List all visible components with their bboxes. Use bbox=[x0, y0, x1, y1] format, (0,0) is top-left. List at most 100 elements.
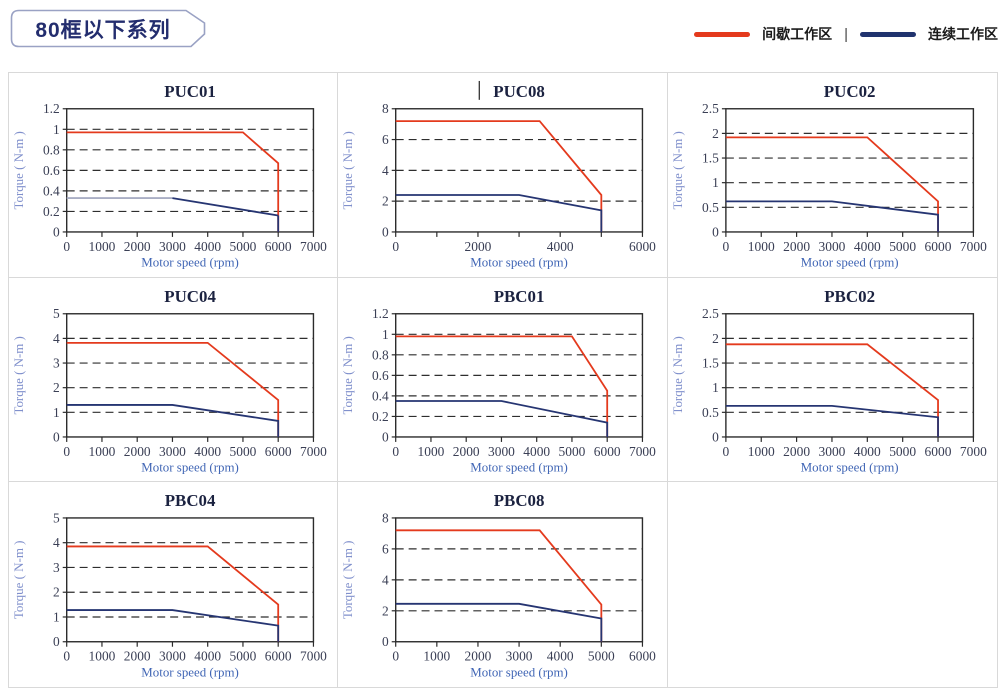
x-tick-label: 0 bbox=[63, 239, 70, 254]
legend-label-continuous: 连续工作区 bbox=[928, 26, 998, 42]
y-tick-label: 1.2 bbox=[372, 306, 389, 321]
y-tick-label: 1 bbox=[53, 610, 60, 625]
series-line-intermittent bbox=[66, 131, 280, 232]
y-tick-label: 2 bbox=[712, 331, 719, 346]
x-tick-label: 6000 bbox=[265, 239, 292, 254]
x-tick-label: 6000 bbox=[265, 649, 292, 664]
x-tick-label: 2000 bbox=[783, 239, 810, 254]
y-tick-label: 0 bbox=[382, 429, 389, 444]
x-tick-label: 5000 bbox=[230, 239, 257, 254]
x-tick-label: 5000 bbox=[230, 649, 257, 664]
y-tick-label: 2 bbox=[712, 126, 719, 141]
y-tick-label: 4 bbox=[382, 573, 389, 588]
y-tick-label: 6 bbox=[382, 542, 389, 557]
series-line-intermittent bbox=[66, 341, 280, 437]
x-tick-label: 3000 bbox=[159, 239, 186, 254]
chart-pbc01: PBC01 0 0.2 0.4 0.6 0.8 1 1.2 0 1000 2000 3000 4000 5… bbox=[340, 287, 656, 475]
chart-cell-puc02: PUC02 0 0.5 1 1.5 2 2.5 0 1000 2000 3000 4000 5000 60… bbox=[667, 73, 997, 278]
x-tick-label: 3000 bbox=[159, 649, 186, 664]
chart-pbc04: PBC04 0 1 2 3 4 5 0 1000 2000 3000 4000 5000 6000 7000… bbox=[11, 491, 327, 680]
x-tick-label: 7000 bbox=[629, 444, 656, 459]
x-tick-label: 1000 bbox=[747, 239, 774, 254]
y-tick-label: 1.2 bbox=[43, 101, 60, 116]
chart-cell-pbc04: PBC04 0 1 2 3 4 5 0 1000 2000 3000 4000 5000 6000 7000… bbox=[9, 482, 339, 687]
y-tick-label: 0.6 bbox=[43, 163, 60, 178]
x-tick-label: 4000 bbox=[194, 444, 221, 459]
x-tick-label: 5000 bbox=[230, 444, 257, 459]
series-line-intermittent bbox=[66, 545, 280, 643]
x-axis-label: Motor speed (rpm) bbox=[141, 255, 239, 270]
x-tick-label: 0 bbox=[393, 239, 400, 254]
x-tick-label: 0 bbox=[722, 444, 729, 459]
chart-cell-pbc01: PBC01 0 0.2 0.4 0.6 0.8 1 1.2 0 1000 2000 3000 4000 5… bbox=[338, 277, 668, 483]
y-tick-label: 1 bbox=[712, 175, 719, 190]
chart-cell-pbc02: PBC02 0 0.5 1 1.5 2 2.5 0 1000 2000 3000 4000 5000 60… bbox=[667, 278, 997, 483]
chart-puc08: PUC08 0 2 4 6 8 0 2000 4000 6000 Motor speed (rpm)… bbox=[340, 80, 656, 270]
x-tick-label: 7000 bbox=[300, 444, 327, 459]
y-axis-label: Torque ( N-m ) bbox=[670, 131, 685, 209]
x-tick-label: 7000 bbox=[300, 649, 327, 664]
series-line-continuous bbox=[66, 609, 280, 643]
y-tick-label: 8 bbox=[382, 101, 389, 116]
y-tick-label: 0.6 bbox=[372, 368, 389, 383]
plot-border bbox=[66, 517, 315, 643]
x-tick-label: 1000 bbox=[89, 444, 116, 459]
x-tick-label: 0 bbox=[63, 649, 70, 664]
y-tick-label: 0 bbox=[712, 224, 719, 239]
y-tick-label: 6 bbox=[382, 132, 389, 147]
y-axis-label: Torque ( N-m ) bbox=[11, 131, 26, 209]
plot-border bbox=[66, 108, 315, 233]
y-axis-label: Torque ( N-m ) bbox=[340, 131, 355, 209]
y-axis-label: Torque ( N-m ) bbox=[11, 336, 26, 414]
y-tick-label: 5 bbox=[53, 306, 60, 321]
y-tick-label: 2.5 bbox=[702, 306, 719, 321]
x-tick-label: 1000 bbox=[89, 239, 116, 254]
x-tick-label: 3000 bbox=[818, 444, 845, 459]
y-tick-label: 3 bbox=[53, 560, 60, 575]
x-tick-label: 0 bbox=[63, 444, 70, 459]
y-tick-label: 4 bbox=[53, 331, 60, 346]
x-tick-label: 6000 bbox=[629, 239, 656, 254]
x-tick-label: 1000 bbox=[424, 649, 451, 664]
y-tick-label: 0.4 bbox=[43, 183, 60, 198]
x-tick-label: 0 bbox=[722, 239, 729, 254]
x-tick-label: 3000 bbox=[818, 239, 845, 254]
x-tick-label: 5000 bbox=[559, 444, 586, 459]
chart-puc02: PUC02 0 0.5 1 1.5 2 2.5 0 1000 2000 3000 4000 5000 60… bbox=[670, 82, 987, 270]
y-tick-label: 0 bbox=[382, 635, 389, 650]
series-line-intermittent bbox=[396, 120, 603, 232]
chart-pbc08: PBC08 0 2 4 6 8 0 1000 2000 3000 4000 5000 6000 Motor… bbox=[340, 491, 656, 680]
y-tick-label: 0.2 bbox=[43, 204, 60, 219]
series-badge-outline bbox=[10, 9, 206, 48]
x-tick-label: 1000 bbox=[418, 444, 445, 459]
x-tick-label: 7000 bbox=[960, 239, 987, 254]
x-tick-label: 0 bbox=[393, 649, 400, 664]
chart-cell-pbc08: PBC08 0 2 4 6 8 0 1000 2000 3000 4000 5000 6000 Motor… bbox=[338, 482, 668, 687]
x-tick-label: 0 bbox=[393, 444, 400, 459]
series-line-intermittent bbox=[725, 136, 939, 232]
x-tick-label: 5000 bbox=[588, 649, 615, 664]
chart-title: PBC08 bbox=[494, 491, 545, 510]
x-tick-label: 3000 bbox=[488, 444, 515, 459]
chart-puc01: PUC01 0 0.2 0.4 0.6 0.8 1 1.2 0 1000 2000 3000 4000 5… bbox=[11, 82, 327, 270]
chart-title: PBC02 bbox=[824, 287, 875, 306]
chart-title: PBC04 bbox=[165, 491, 216, 510]
plot-border bbox=[724, 312, 974, 438]
series-badge-label: 80框以下系列 bbox=[35, 18, 171, 42]
y-tick-label: 0 bbox=[53, 429, 60, 444]
y-axis-label: Torque ( N-m ) bbox=[670, 336, 685, 414]
y-axis-label: Torque ( N-m ) bbox=[340, 336, 355, 414]
y-tick-label: 1 bbox=[53, 122, 60, 137]
series-line-continuous bbox=[725, 200, 939, 232]
y-tick-label: 2 bbox=[53, 380, 60, 395]
chart-cell-puc04: PUC04 0 1 2 3 4 5 0 1000 2000 3000 4000 5000 6000 7000… bbox=[9, 277, 339, 483]
y-tick-label: 1 bbox=[382, 326, 389, 341]
x-axis-label: Motor speed (rpm) bbox=[471, 459, 569, 474]
y-tick-label: 0.8 bbox=[372, 347, 389, 362]
x-tick-label: 5000 bbox=[889, 239, 916, 254]
plot-border bbox=[395, 517, 644, 643]
plot-border bbox=[66, 312, 315, 438]
legend-label-intermittent: 间歇工作区 bbox=[762, 26, 833, 42]
x-axis-label: Motor speed (rpm) bbox=[141, 459, 239, 474]
y-tick-label: 0.5 bbox=[702, 404, 719, 419]
